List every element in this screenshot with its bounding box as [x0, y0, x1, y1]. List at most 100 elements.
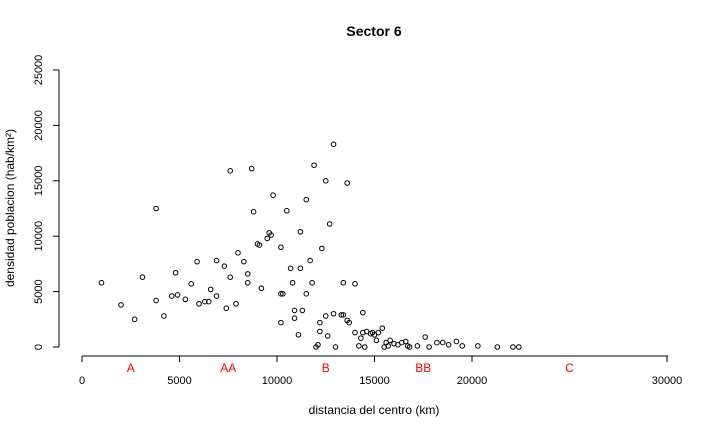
data-point	[352, 281, 358, 287]
data-point	[270, 192, 276, 199]
data-point	[278, 319, 284, 326]
data-point	[344, 180, 351, 186]
data-point	[332, 344, 339, 350]
data-point	[453, 338, 460, 345]
data-point	[235, 250, 241, 256]
data-point	[459, 343, 466, 349]
data-point	[291, 307, 298, 314]
data-point	[297, 228, 304, 235]
y-tick-label: 0	[33, 344, 45, 350]
data-point	[317, 328, 323, 335]
data-point	[194, 258, 200, 265]
data-point	[283, 207, 290, 214]
x-tick-label: 0	[79, 375, 85, 387]
data-point	[188, 281, 194, 287]
data-point	[385, 343, 391, 349]
y-tick-label: 25000	[33, 55, 45, 86]
y-axis-ticks: 0 5000 10000 15000 20000 25000	[33, 55, 59, 350]
data-point	[322, 178, 329, 184]
sector-annotations: A AA B BB C	[127, 361, 574, 375]
data-point	[196, 300, 202, 307]
annotation-b: B	[322, 361, 330, 375]
data-point	[307, 257, 313, 264]
data-point	[289, 279, 296, 286]
data-point	[233, 300, 239, 307]
data-point	[174, 292, 181, 298]
data-point	[248, 165, 255, 172]
data-point	[387, 337, 393, 344]
data-point	[356, 343, 362, 349]
data-point	[338, 312, 345, 318]
data-point	[361, 344, 368, 350]
data-point	[330, 310, 337, 317]
data-point	[426, 344, 432, 350]
chart-title: Sector 6	[346, 23, 401, 39]
annotation-c: C	[565, 361, 574, 375]
data-point	[227, 168, 233, 174]
data-point	[168, 293, 175, 299]
data-point	[202, 298, 208, 305]
data-point	[244, 279, 251, 286]
data-point	[213, 293, 220, 299]
y-axis-label: densidad poblacion (hab/km²)	[3, 129, 17, 287]
annotation-bb: BB	[415, 361, 431, 375]
x-tick-label: 20000	[457, 375, 488, 387]
data-point	[131, 316, 138, 323]
data-point	[326, 221, 333, 227]
data-point	[205, 298, 212, 305]
data-point	[494, 344, 501, 350]
data-point	[161, 313, 167, 319]
data-point	[375, 329, 382, 336]
data-point	[264, 235, 271, 242]
x-tick-label: 5000	[167, 375, 191, 387]
data-point	[324, 333, 331, 339]
data-point	[445, 341, 452, 348]
annotation-aa: AA	[220, 361, 236, 375]
data-point	[311, 162, 317, 169]
data-point	[516, 344, 522, 350]
data-point	[510, 344, 516, 350]
data-point	[244, 271, 251, 277]
data-point	[291, 315, 298, 321]
data-point	[303, 196, 310, 203]
data-point	[322, 313, 329, 319]
x-axis-label: distancia del centro (km)	[309, 403, 440, 417]
data-point	[223, 305, 230, 312]
data-point	[98, 279, 105, 286]
data-point	[280, 291, 286, 297]
data-point	[182, 296, 189, 303]
data-point	[346, 319, 352, 326]
data-point	[241, 258, 247, 265]
data-point	[315, 341, 321, 348]
data-point	[278, 244, 284, 251]
data-point	[153, 205, 159, 212]
data-point	[118, 302, 124, 308]
data-point	[297, 265, 304, 272]
data-point	[299, 307, 306, 314]
data-point	[340, 312, 347, 318]
y-tick-label: 5000	[33, 279, 45, 303]
y-tick-label: 10000	[33, 221, 45, 252]
data-point	[227, 274, 233, 280]
data-point	[258, 285, 265, 292]
data-point	[402, 338, 409, 345]
data-point	[358, 335, 364, 341]
x-tick-label: 30000	[652, 375, 683, 387]
data-point	[207, 286, 214, 293]
data-point	[268, 232, 274, 238]
y-tick-label: 15000	[33, 166, 45, 197]
data-point	[414, 343, 421, 349]
data-point	[360, 309, 366, 316]
data-point	[340, 279, 347, 286]
data-point	[422, 334, 429, 340]
x-axis-ticks: 0 5000 10000 15000 20000 30000	[79, 356, 682, 387]
data-point	[379, 325, 386, 331]
data-point	[295, 332, 302, 338]
data-point	[250, 209, 257, 215]
data-point	[319, 245, 325, 252]
data-point	[278, 291, 284, 297]
data-point	[221, 263, 228, 269]
data-point	[303, 291, 310, 297]
